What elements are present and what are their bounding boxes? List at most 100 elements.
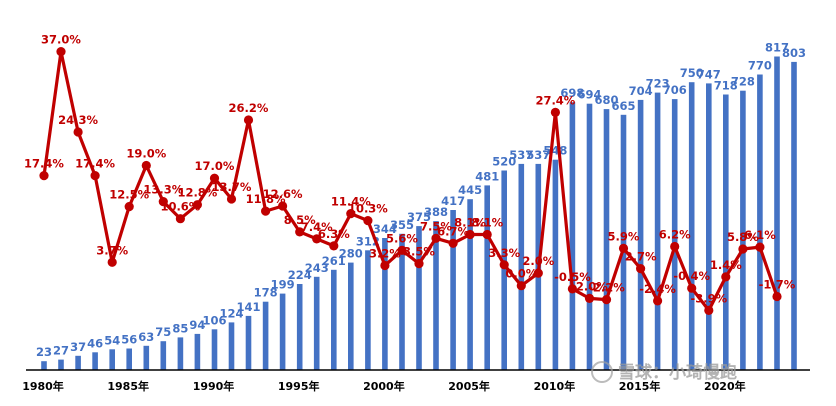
growth-point-19 <box>363 216 373 226</box>
growth-label-19: 10.3% <box>348 202 388 216</box>
bar-24 <box>450 210 456 370</box>
growth-point-27 <box>499 260 509 270</box>
growth-point-7 <box>158 197 168 207</box>
bar-label-4: 54 <box>104 333 120 347</box>
growth-label-21: 5.6% <box>386 231 418 245</box>
bar-43 <box>774 56 780 370</box>
growth-label-3: 17.4% <box>75 157 115 171</box>
growth-points-group <box>39 47 782 315</box>
growth-point-31 <box>567 284 578 294</box>
growth-label-15: 8.5% <box>284 213 316 227</box>
bar-label-24: 417 <box>441 194 465 208</box>
growth-point-16 <box>312 234 322 244</box>
x-tick-label-7: 2015年 <box>619 379 661 393</box>
growth-point-8 <box>175 214 185 224</box>
growth-label-25: 8.1% <box>454 216 486 230</box>
bar-4 <box>109 349 115 370</box>
bar-15 <box>296 284 303 370</box>
growth-point-42 <box>755 242 765 252</box>
growth-point-28 <box>516 281 526 291</box>
growth-label-43: -1.7% <box>759 278 796 292</box>
bar-label-11: 124 <box>219 306 243 320</box>
bar-label-36: 723 <box>646 77 670 91</box>
bar-label-9: 94 <box>189 318 205 332</box>
growth-point-4 <box>107 257 117 267</box>
bar-22 <box>416 226 422 370</box>
bar-26 <box>484 185 490 370</box>
bar-30 <box>552 159 559 370</box>
bar-21 <box>399 233 405 370</box>
growth-label-26: 8.1% <box>471 216 503 230</box>
growth-point-25 <box>465 229 475 240</box>
bar-39 <box>706 83 712 371</box>
bar-labels-group: 23 27 37 46 54 56 63 75 85 9410612414117819922424… <box>36 41 806 360</box>
growth-label-41: 5.8% <box>727 230 759 244</box>
growth-point-1 <box>56 47 66 57</box>
bar-label-8: 85 <box>172 321 188 335</box>
bar-23 <box>433 221 439 370</box>
bar-label-18: 280 <box>339 247 363 261</box>
bar-label-16: 243 <box>305 261 329 275</box>
growth-point-26 <box>482 229 492 240</box>
bar-label-25: 445 <box>458 183 482 197</box>
growth-point-24 <box>448 238 458 248</box>
x-tick-label-4: 2000年 <box>363 379 405 393</box>
bar-6 <box>143 345 150 370</box>
growth-label-27: 3.3% <box>488 246 520 260</box>
bar-label-44: 803 <box>782 46 806 60</box>
bar-label-17: 261 <box>322 254 346 268</box>
bar-36 <box>654 92 661 370</box>
growth-label-12: 26.2% <box>229 101 269 115</box>
bar-label-42: 770 <box>748 59 772 73</box>
bar-32 <box>586 103 593 370</box>
growth-label-9: 12.8% <box>177 186 217 200</box>
bar-label-10: 106 <box>202 313 226 327</box>
bar-11 <box>228 322 235 370</box>
growth-label-40: 1.4% <box>710 258 742 272</box>
bar-37 <box>671 99 678 370</box>
growth-point-2 <box>73 127 83 137</box>
bar-label-1: 27 <box>53 344 69 358</box>
growth-label-14: 12.6% <box>263 187 303 201</box>
bar-label-35: 704 <box>629 84 653 98</box>
bar-5 <box>126 348 132 370</box>
growth-label-10: 17.0% <box>195 159 235 173</box>
growth-point-41 <box>738 244 748 254</box>
bar-38 <box>688 82 695 370</box>
growth-point-17 <box>329 241 339 251</box>
growth-label-4: 3.7% <box>96 243 128 257</box>
growth-label-17: 6.3% <box>318 227 350 241</box>
growth-label-29: 2.0% <box>522 254 554 268</box>
growth-label-42: 6.1% <box>744 228 776 242</box>
growth-point-33 <box>601 295 612 305</box>
growth-point-20 <box>380 260 390 271</box>
bar-33 <box>603 109 610 370</box>
growth-label-18: 11.4% <box>331 195 371 209</box>
growth-labels-group: 17.4%37.0%24.3%17.4%3.7%12.5%19.0%13.3%1… <box>24 33 796 306</box>
bar-12 <box>245 315 252 370</box>
growth-label-24: 6.7% <box>437 224 469 238</box>
bar-label-34: 665 <box>611 99 635 113</box>
growth-point-32 <box>584 293 595 303</box>
x-tick-label-3: 1995年 <box>278 379 320 393</box>
growth-point-3 <box>90 171 100 181</box>
growth-point-6 <box>141 160 151 171</box>
growth-point-18 <box>346 209 356 219</box>
bar-label-2: 37 <box>70 340 86 354</box>
growth-point-21 <box>397 245 407 255</box>
growth-label-22: 3.5% <box>403 245 435 259</box>
bar-label-32: 694 <box>577 88 601 102</box>
bar-label-21: 355 <box>390 218 414 232</box>
bar-label-3: 46 <box>87 336 103 350</box>
growth-label-8: 10.6% <box>160 200 200 214</box>
growth-label-5: 12.5% <box>109 188 149 202</box>
bar-17 <box>331 269 337 370</box>
bar-42 <box>757 74 763 370</box>
growth-point-13 <box>261 206 271 216</box>
x-tick-label-0: 1980年 <box>22 379 64 393</box>
growth-point-10 <box>209 173 220 183</box>
growth-label-37: 6.2% <box>659 228 691 242</box>
growth-label-7: 13.3% <box>143 183 183 197</box>
x-tick-label-5: 2005年 <box>448 379 490 393</box>
